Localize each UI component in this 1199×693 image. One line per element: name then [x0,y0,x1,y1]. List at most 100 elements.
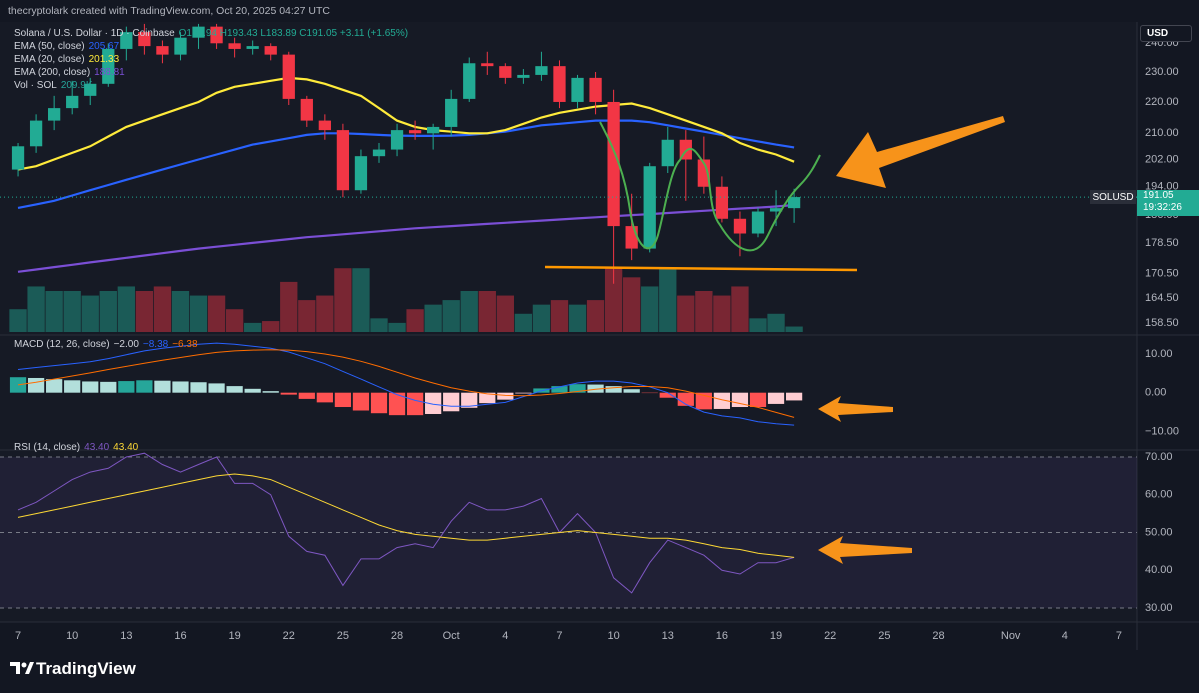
legend-entry: EMA (50, close) [14,41,85,52]
y-tick-label: 194.00 [1145,181,1179,193]
volume-bar [207,295,226,332]
histogram-bar [659,392,676,398]
price-tag-countdown: 19:32:26 [1143,202,1182,214]
candle-body [481,63,494,67]
volume-bar [641,286,659,332]
histogram-bar [46,379,63,393]
candle-body [192,26,205,38]
candle-body [48,108,61,121]
histogram-bar [515,392,532,394]
arrow [836,116,1005,188]
rsi-legend: RSI (14, close) 43.40 43.40 [14,441,142,454]
candle-body [535,66,548,75]
y-tick-label: 30.00 [1145,602,1173,614]
legend-value: 209.9K [60,80,93,91]
histogram-bar [551,386,568,393]
volume-bar [334,268,352,332]
histogram-bar [334,392,352,408]
annotations [544,116,1005,564]
volume-bar [189,295,208,332]
histogram-bar [82,381,99,393]
y-tick-label: 230.00 [1145,66,1179,78]
candle-body [661,139,674,167]
candle-body [372,149,386,157]
volume-bar [604,268,623,332]
price-tag: 191.05 19:32:26 [1137,190,1199,217]
x-tick-label: 16 [174,630,186,642]
volume-bar [27,286,45,332]
histogram-bar [461,392,478,408]
candle-body [751,211,765,234]
legend-value: −8.38 [142,339,169,350]
volume-bar [568,304,587,332]
histogram-bar [262,391,279,393]
histogram-bar [443,392,460,412]
volume-bar [225,309,244,332]
x-tick-label: 22 [283,630,295,642]
histogram-bar [425,392,442,414]
candle-body [571,77,584,102]
volume-bar [244,322,262,332]
indicator-line [17,349,795,418]
symbol-title: Solana / U.S. Dollar · 1D · Coinbase [14,28,175,39]
histogram-bar [27,377,45,393]
volume-bar [9,309,27,332]
support-line [544,265,858,272]
histogram-bar [154,380,171,393]
histogram-bar [280,392,297,395]
volume-bar [586,300,605,332]
x-tick-label: 4 [502,630,508,642]
indicator-line [17,342,795,426]
candle-body [138,32,151,47]
histogram-bar [713,392,731,409]
currency-button[interactable]: USD [1140,25,1192,42]
logo-mark [10,662,20,674]
indicator-title: MACD (12, 26, close) [14,339,110,350]
x-tick-label: 28 [391,630,403,642]
candle-body [300,98,313,121]
volume-bar [81,295,99,332]
x-tick-label: Nov [1001,630,1021,642]
legend-value: −2.00 [113,339,139,350]
histogram-bar [605,386,622,393]
y-tick-label: 70.00 [1145,451,1173,463]
volume-bar [731,286,749,332]
histogram-bar [190,382,207,393]
volume-bar [460,291,478,332]
candle-body [84,83,97,96]
histogram-bar [479,392,496,404]
x-tick-label: 10 [607,630,619,642]
y-tick-label: 158.50 [1145,317,1179,329]
histogram-bar [172,381,189,393]
x-tick-label: 4 [1062,630,1068,642]
histogram-bar [497,392,514,400]
candle-body [715,186,729,219]
x-tick-label: 19 [228,630,240,642]
volume-bar [550,300,569,332]
volume-bar [280,281,298,332]
legend-entry: EMA (20, close) [14,54,85,65]
x-tick-label: 7 [1116,630,1122,642]
candle-body [210,26,223,44]
candle-body [66,95,79,109]
candle-body [354,156,368,191]
y-tick-label: 164.50 [1145,292,1179,304]
indicator-line [17,452,795,594]
brand-name: TradingView [36,659,136,678]
volume-bar [749,318,767,332]
legend-value: 43.40 [84,442,110,453]
y-tick-label: 210.00 [1145,127,1179,139]
histogram-bar [406,392,424,416]
histogram-bar [208,383,225,393]
candle-body [102,48,115,84]
x-tick-label: 22 [824,630,836,642]
histogram-bar [623,389,640,393]
y-tick-label: 202.00 [1145,153,1179,165]
histogram-bar [64,380,81,393]
x-tick-label: Oct [443,630,460,642]
legend-row: EMA (200, close) 188.81 [14,66,412,79]
legend-value: 188.81 [94,67,125,78]
x-tick-label: 7 [556,630,562,642]
volume-bar [406,309,424,332]
